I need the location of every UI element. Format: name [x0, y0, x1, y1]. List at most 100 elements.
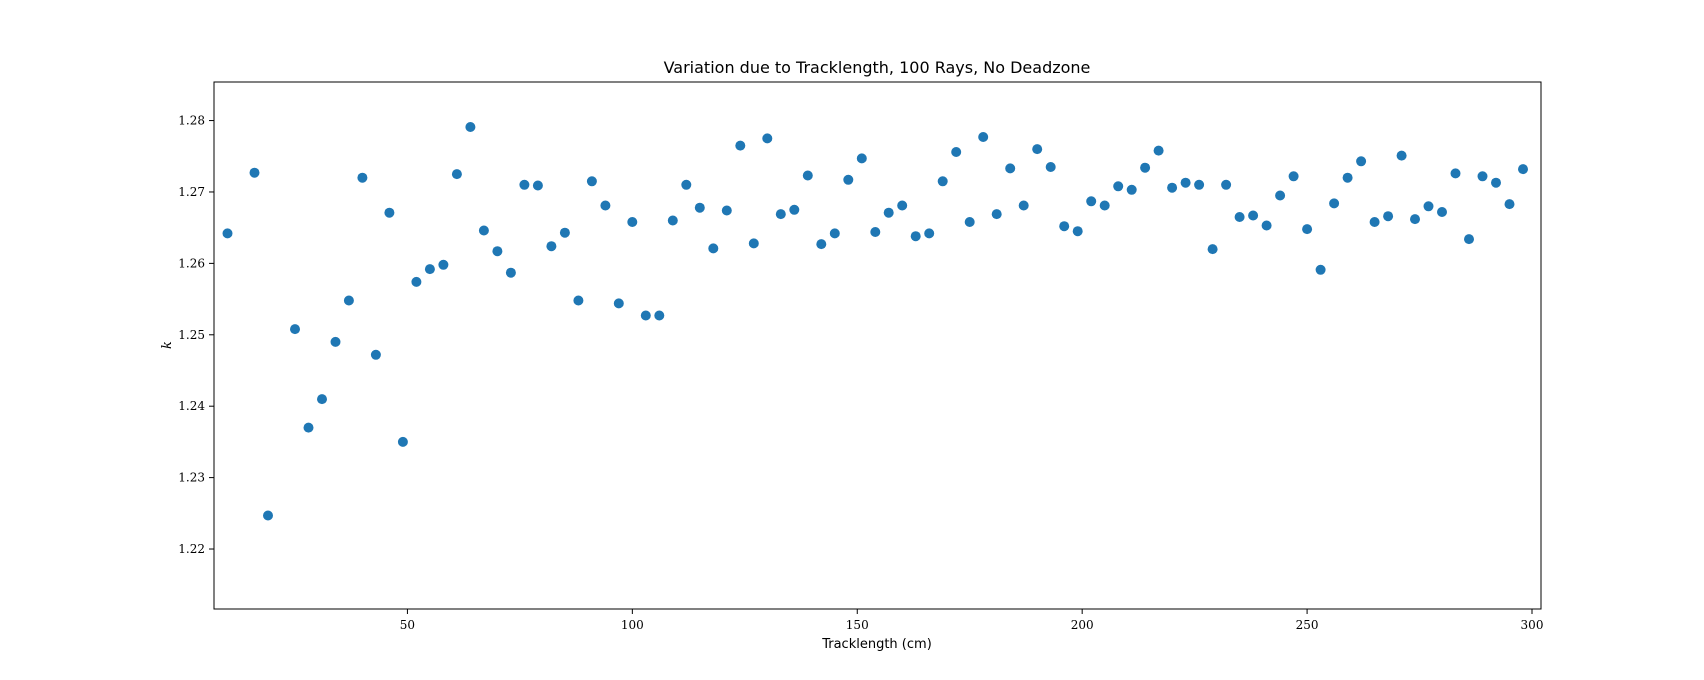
data-point-45: [856, 153, 867, 164]
data-point-2: [263, 510, 273, 521]
data-point-70: [1194, 179, 1205, 190]
data-point-89: [1450, 168, 1461, 179]
data-point-75: [1261, 220, 1272, 231]
y-tick-label: 1.26: [178, 256, 205, 270]
data-point-92: [1491, 177, 1501, 188]
data-point-52: [951, 147, 962, 157]
data-point-21: [532, 180, 543, 191]
data-point-65: [1126, 184, 1137, 195]
data-point-48: [897, 200, 908, 211]
plot-area-frame: [213, 81, 1542, 610]
y-tick-label: 1.25: [178, 328, 205, 342]
data-point-82: [1356, 156, 1367, 167]
data-point-57: [1018, 200, 1029, 211]
data-point-23: [559, 227, 570, 238]
data-point-76: [1275, 190, 1286, 201]
data-point-26: [600, 200, 611, 211]
data-point-5: [317, 394, 327, 405]
data-point-73: [1234, 212, 1245, 222]
data-point-94: [1518, 164, 1528, 175]
data-point-56: [1005, 163, 1016, 174]
x-tick-label: 250: [1296, 618, 1319, 632]
data-point-62: [1086, 196, 1097, 207]
data-points: [222, 122, 1528, 521]
data-point-19: [505, 267, 516, 278]
data-point-33: [694, 202, 705, 213]
x-tick-label: 300: [1521, 618, 1544, 632]
data-point-30: [654, 310, 665, 321]
data-point-67: [1153, 145, 1164, 156]
data-point-74: [1248, 210, 1259, 221]
data-point-53: [964, 217, 975, 227]
data-point-37: [748, 238, 759, 249]
data-point-77: [1288, 171, 1299, 182]
data-point-80: [1329, 198, 1340, 209]
data-point-39: [775, 209, 786, 220]
y-axis-ticks: 1.22 1.23 1.24 1.25 1.26 1.27 1.28: [178, 114, 214, 556]
data-point-11: [397, 436, 408, 447]
data-point-14: [438, 259, 449, 270]
x-tick-label: 100: [621, 618, 644, 632]
data-point-79: [1315, 264, 1326, 275]
data-point-51: [937, 176, 948, 187]
data-point-66: [1140, 162, 1151, 173]
data-point-20: [519, 179, 530, 190]
x-axis-label: Tracklength (cm): [821, 637, 932, 652]
data-point-29: [640, 310, 651, 321]
data-point-28: [627, 217, 638, 227]
data-point-12: [411, 276, 422, 287]
data-point-38: [762, 133, 773, 144]
data-point-24: [573, 295, 584, 306]
data-point-36: [735, 140, 746, 151]
data-point-93: [1504, 199, 1515, 210]
data-point-61: [1072, 226, 1083, 237]
data-point-47: [883, 207, 894, 218]
data-point-55: [991, 209, 1002, 220]
data-point-25: [586, 176, 597, 187]
y-tick-label: 1.23: [178, 471, 205, 485]
data-point-10: [384, 207, 395, 218]
data-point-4: [303, 422, 314, 433]
data-point-71: [1207, 244, 1218, 255]
data-point-81: [1342, 172, 1353, 183]
data-point-27: [613, 298, 624, 309]
data-point-85: [1396, 150, 1407, 161]
data-point-72: [1221, 179, 1232, 190]
data-point-69: [1180, 177, 1191, 188]
data-point-64: [1113, 181, 1124, 192]
data-point-18: [492, 246, 503, 257]
y-axis-label: k: [160, 341, 175, 349]
data-point-6: [330, 336, 341, 347]
x-axis-ticks: 50 100 150 200 250 300: [400, 609, 1544, 632]
data-point-42: [816, 239, 827, 250]
y-tick-label: 1.24: [178, 399, 205, 413]
data-point-22: [546, 241, 557, 252]
data-point-15: [451, 169, 462, 180]
data-point-49: [910, 231, 921, 242]
data-point-50: [924, 228, 935, 239]
data-point-7: [343, 295, 354, 306]
data-point-3: [290, 324, 300, 335]
x-tick-label: 200: [1071, 618, 1094, 632]
data-point-83: [1369, 217, 1380, 227]
data-point-90: [1464, 234, 1474, 245]
y-tick-label: 1.27: [178, 185, 205, 199]
data-point-91: [1477, 171, 1488, 182]
data-point-60: [1059, 221, 1070, 232]
data-point-9: [370, 349, 381, 360]
data-point-34: [708, 243, 719, 254]
data-point-44: [843, 174, 854, 185]
data-point-87: [1423, 201, 1434, 212]
data-point-46: [870, 227, 881, 237]
data-point-17: [478, 225, 489, 236]
data-point-1: [249, 167, 260, 178]
data-point-86: [1410, 214, 1420, 225]
data-point-16: [465, 122, 476, 132]
data-point-84: [1383, 211, 1394, 222]
data-point-40: [789, 204, 800, 215]
y-tick-label: 1.22: [178, 542, 205, 556]
data-point-31: [667, 215, 678, 226]
data-point-59: [1045, 162, 1056, 172]
data-point-78: [1302, 224, 1313, 235]
